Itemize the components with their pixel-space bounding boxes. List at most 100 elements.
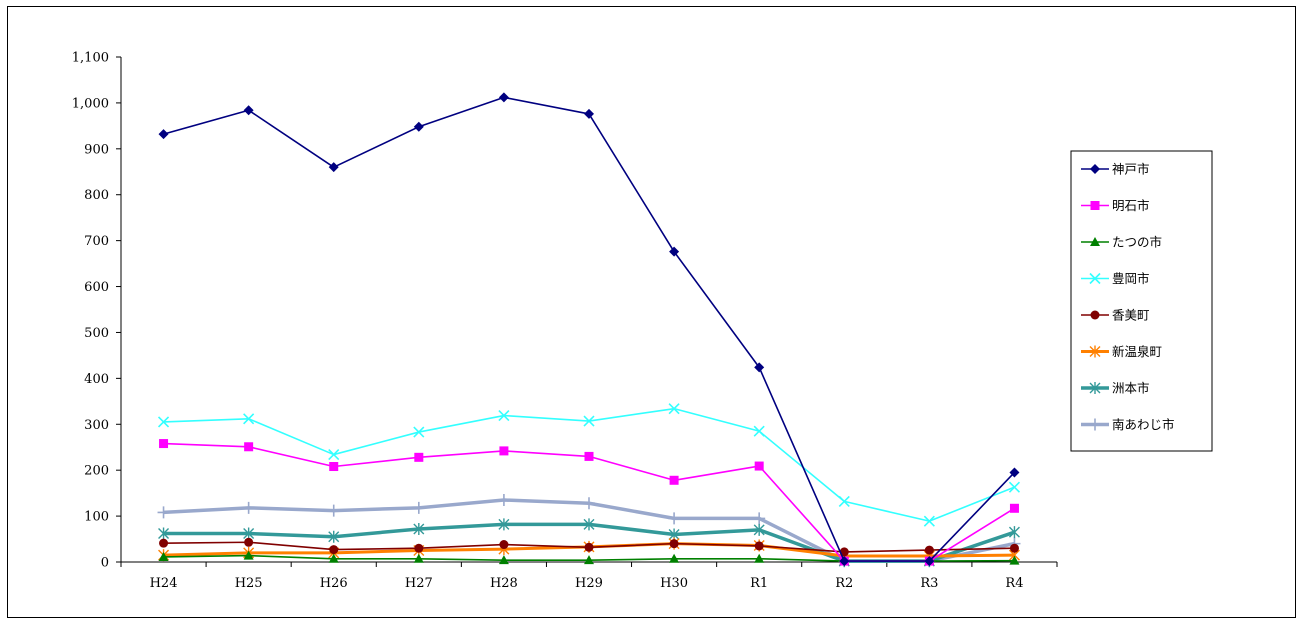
data-point [669, 246, 680, 257]
data-point [242, 501, 255, 514]
x-tick-label: H24 [150, 576, 178, 591]
x-tick-label: H26 [320, 576, 348, 591]
legend-box [1070, 150, 1213, 452]
x-tick-label: H29 [575, 576, 603, 591]
data-point [669, 475, 679, 485]
data-point [329, 462, 339, 472]
data-point [838, 495, 850, 507]
data-point [1090, 237, 1100, 246]
data-point [498, 92, 509, 103]
x-tick-label: H28 [490, 576, 518, 591]
data-point [328, 553, 339, 563]
data-point [1009, 543, 1019, 553]
legend-item: 豊岡市 [1081, 271, 1150, 286]
data-point [924, 545, 934, 555]
legend-label: 洲本市 [1112, 381, 1150, 396]
legend-item: 明石市 [1081, 198, 1150, 213]
data-point [244, 442, 254, 452]
y-tick-label: 800 [84, 188, 109, 203]
data-point [497, 494, 510, 507]
legend-item: 洲本市 [1081, 381, 1150, 396]
data-point [924, 556, 935, 567]
data-point [669, 553, 680, 563]
data-point [498, 409, 510, 422]
data-point [329, 545, 339, 555]
data-point [158, 129, 169, 140]
legend-label: 南あわじ市 [1112, 417, 1175, 432]
legend-label: 明石市 [1112, 198, 1150, 213]
x-ticks: H24 H25 H26 H27 H28 H29 H30 R1 R2 R3 R4 [120, 562, 1058, 591]
legend-item: 神戸市 [1081, 162, 1150, 177]
data-point [1089, 418, 1101, 431]
x-tick-label: H27 [405, 576, 433, 591]
data-point [754, 362, 765, 373]
data-point [328, 530, 340, 543]
data-point [583, 497, 595, 510]
data-point [753, 425, 765, 437]
data-point [584, 108, 594, 119]
data-point [754, 541, 764, 551]
data-point [414, 452, 424, 462]
data-point [328, 162, 339, 173]
data-point [668, 512, 681, 525]
y-tick-label: 500 [84, 326, 109, 341]
data-point [499, 540, 509, 550]
data-point [584, 451, 594, 461]
y-tick-label: 1,100 [72, 51, 109, 66]
series-4 [157, 403, 1021, 527]
data-point [583, 518, 595, 531]
data-point [1089, 345, 1101, 358]
data-point [157, 506, 170, 519]
data-point [159, 439, 169, 449]
data-point [414, 543, 424, 553]
series-line [163, 96, 1016, 562]
y-tick-label: 700 [84, 234, 109, 249]
y-tick-label: 300 [84, 418, 109, 433]
data-point [1090, 201, 1100, 210]
data-point [839, 556, 850, 567]
data-point [413, 121, 424, 132]
legend-label: 豊岡市 [1112, 271, 1150, 286]
x-tick-label: R3 [920, 576, 938, 591]
data-point [753, 512, 766, 525]
data-point [1009, 503, 1019, 513]
data-point [668, 403, 680, 415]
data-point [158, 551, 169, 561]
data-point [584, 542, 594, 552]
data-point [753, 523, 765, 536]
data-point [413, 553, 424, 563]
y-tick-label: 200 [84, 464, 109, 479]
legend-item: 香美町 [1081, 308, 1150, 323]
y-tick-label: 600 [84, 280, 109, 295]
data-point [923, 515, 935, 527]
axes [120, 57, 1057, 563]
data-point [1009, 467, 1020, 478]
data-point [158, 527, 170, 540]
data-point [583, 415, 595, 427]
x-tick-label: H25 [235, 576, 263, 591]
chart-frame: 0 100 200 300 400 500 600 700 800 900 1,000 1,100 H2… [7, 6, 1296, 618]
data-point [244, 537, 254, 547]
data-point [243, 527, 255, 540]
y-tick-label: 1,000 [72, 96, 109, 111]
legend-label: 香美町 [1112, 308, 1150, 323]
x-tick-label: R4 [1005, 576, 1023, 591]
data-point [1009, 555, 1020, 565]
y-tick-label: 900 [84, 142, 109, 157]
data-point [243, 105, 254, 116]
legend-item: 南あわじ市 [1081, 417, 1175, 432]
y-tick-label: 100 [84, 510, 109, 525]
legend-item: たつの市 [1081, 235, 1162, 250]
data-point [1090, 164, 1100, 174]
line-chart: 0 100 200 300 400 500 600 700 800 900 1,000 1,100 H2… [72, 51, 1213, 591]
data-point [243, 550, 254, 560]
legend-item: 新温泉町 [1081, 344, 1162, 359]
data-point [1090, 310, 1100, 320]
y-tick-label: 0 [101, 556, 109, 571]
y-tick-label: 400 [84, 372, 109, 387]
data-point [669, 539, 679, 549]
data-point [1008, 481, 1021, 493]
data-point [243, 413, 255, 425]
data-point [1008, 526, 1020, 539]
data-point [754, 553, 765, 563]
